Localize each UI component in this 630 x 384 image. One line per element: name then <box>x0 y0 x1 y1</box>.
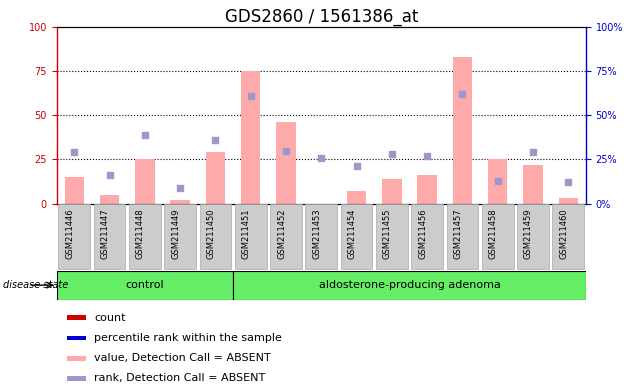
Bar <box>100 195 119 204</box>
Bar <box>233 271 586 300</box>
Point <box>563 179 573 185</box>
Text: rank, Detection Call = ABSENT: rank, Detection Call = ABSENT <box>94 373 265 383</box>
Text: GSM211457: GSM211457 <box>454 209 462 259</box>
Text: GSM211458: GSM211458 <box>489 209 498 259</box>
Point <box>457 91 467 97</box>
Bar <box>135 159 154 204</box>
Point <box>140 132 150 138</box>
Bar <box>306 204 337 269</box>
Text: disease state: disease state <box>3 280 69 290</box>
Bar <box>382 179 401 204</box>
Text: GSM211453: GSM211453 <box>312 209 321 259</box>
Text: GSM211449: GSM211449 <box>171 209 180 259</box>
Point <box>528 149 538 156</box>
Point <box>352 163 362 169</box>
Bar <box>67 336 86 341</box>
Bar <box>488 159 507 204</box>
Bar <box>411 204 443 269</box>
Bar <box>241 71 260 204</box>
Point <box>210 137 220 143</box>
Text: GSM211446: GSM211446 <box>66 209 74 259</box>
Point <box>387 151 397 157</box>
Bar <box>524 165 542 204</box>
Bar <box>376 204 408 269</box>
Text: GSM211448: GSM211448 <box>136 209 145 259</box>
Text: control: control <box>125 280 164 290</box>
Bar <box>517 204 549 269</box>
Point <box>316 154 326 161</box>
Title: GDS2860 / 1561386_at: GDS2860 / 1561386_at <box>225 8 418 26</box>
Bar <box>277 122 295 204</box>
Text: GSM211459: GSM211459 <box>524 209 533 259</box>
Point <box>105 172 115 178</box>
Point <box>493 177 503 184</box>
Point <box>246 93 256 99</box>
Bar <box>341 204 372 269</box>
Point <box>69 149 79 156</box>
Text: GSM211447: GSM211447 <box>101 209 110 259</box>
Bar <box>164 204 196 269</box>
Bar <box>65 177 84 204</box>
Point <box>422 153 432 159</box>
Bar <box>67 376 86 381</box>
Bar <box>67 356 86 361</box>
Bar <box>59 204 90 269</box>
Bar <box>453 57 472 204</box>
Bar <box>447 204 478 269</box>
Text: GSM211454: GSM211454 <box>348 209 357 259</box>
Bar <box>553 204 584 269</box>
Bar <box>347 191 366 204</box>
Text: GSM211460: GSM211460 <box>559 209 568 259</box>
Bar <box>94 204 125 269</box>
Bar <box>418 175 437 204</box>
Point <box>175 185 185 191</box>
Bar <box>57 271 233 300</box>
Bar <box>235 204 266 269</box>
Point <box>281 147 291 154</box>
Text: GSM211456: GSM211456 <box>418 209 427 259</box>
Bar <box>206 152 225 204</box>
Text: GSM211452: GSM211452 <box>277 209 286 259</box>
Text: count: count <box>94 313 126 323</box>
Text: GSM211450: GSM211450 <box>207 209 215 259</box>
Text: value, Detection Call = ABSENT: value, Detection Call = ABSENT <box>94 353 271 363</box>
Text: aldosterone-producing adenoma: aldosterone-producing adenoma <box>319 280 500 290</box>
Bar <box>482 204 513 269</box>
Bar <box>67 316 86 320</box>
Text: percentile rank within the sample: percentile rank within the sample <box>94 333 282 343</box>
Text: GSM211455: GSM211455 <box>383 209 392 259</box>
Text: GSM211451: GSM211451 <box>242 209 251 259</box>
Bar <box>559 198 578 204</box>
Bar <box>129 204 161 269</box>
Bar <box>171 200 190 204</box>
Bar <box>200 204 231 269</box>
Bar <box>270 204 302 269</box>
